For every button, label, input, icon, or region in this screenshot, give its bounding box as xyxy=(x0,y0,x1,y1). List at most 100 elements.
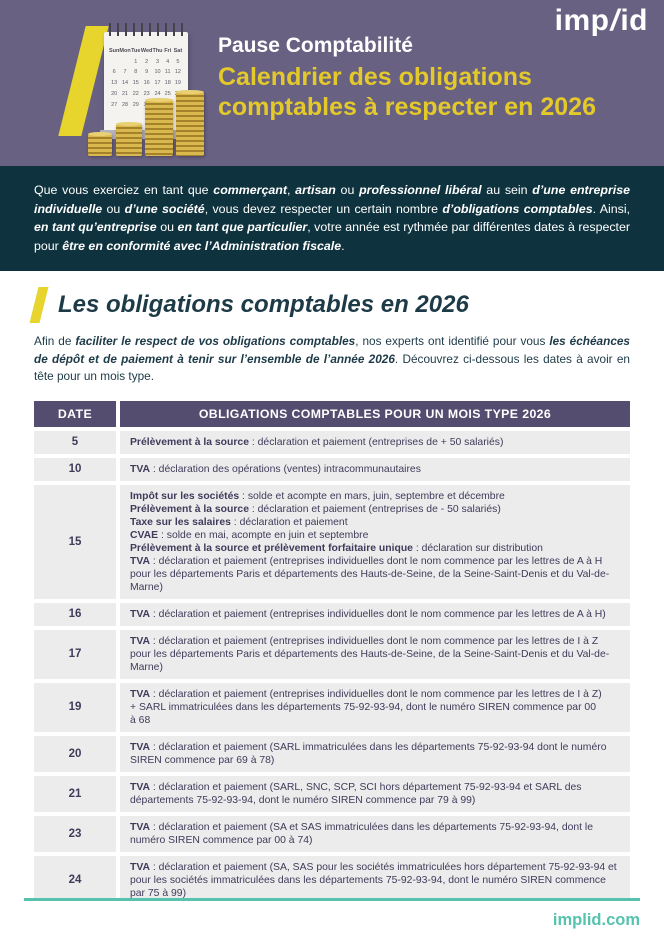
section-title: Les obligations comptables en 2026 xyxy=(58,291,469,319)
date-cell: 15 xyxy=(34,484,116,599)
emphasized-text: être en conformité avec l’Administration… xyxy=(62,238,342,253)
table-body: 5 Prélèvement à la source : déclaration e… xyxy=(34,430,630,943)
calendar-day: 24 xyxy=(154,90,161,97)
table-row: 10 TVA : déclaration des opérations (vent… xyxy=(34,457,630,481)
emphasized-text: les échéances de dépôt et de paiement à … xyxy=(34,334,630,366)
emphasized-text: TVA xyxy=(130,635,151,647)
text: : déclaration et paiement (entreprises d… xyxy=(248,503,501,515)
table-row: 5 Prélèvement à la source : déclaration e… xyxy=(34,430,630,454)
intro-text: Que vous exerciez en tant que commerçant… xyxy=(34,181,630,255)
obligation-cell: TVA : déclaration des opérations (ventes… xyxy=(116,457,630,481)
calendar-spiral-icon xyxy=(109,23,183,36)
calendar-day: 11 xyxy=(164,69,171,76)
calendar-day: 9 xyxy=(145,69,149,76)
obligation-line: + SARL immatriculées dans les départemen… xyxy=(130,701,620,714)
emphasized-text: en tant qu’entreprise xyxy=(34,220,157,235)
obligation-cell: TVA : déclaration et paiement (entrepris… xyxy=(116,682,630,732)
text: : déclaration et paiement (SA, SAS pour … xyxy=(130,861,617,899)
emphasized-text: TVA xyxy=(130,555,151,567)
obligation-line: TVA : déclaration et paiement (entrepris… xyxy=(130,688,620,701)
section-header: Les obligations comptables en 2026 xyxy=(29,287,630,324)
calendar-day: 12 xyxy=(174,69,181,76)
text: : solde en mai, acompte en juin et septe… xyxy=(158,529,369,541)
obligation-line: Prélèvement à la source et prélèvement f… xyxy=(130,542,620,555)
title-line-2: comptables à respecter en 2026 xyxy=(218,93,596,121)
logo-text: imp xyxy=(554,4,610,37)
header-banner: Sun Mon Tue Wed Thu Fri Sat 1 2 3 4 5 6 7 8 9 10 11 12 13 14… xyxy=(0,0,664,166)
calendar-day-header: Tue xyxy=(131,48,141,54)
text: ou xyxy=(335,183,360,197)
obligation-line: Prélèvement à la source : déclaration et… xyxy=(130,436,620,449)
calendar-day-header: Sat xyxy=(173,48,183,54)
calendar-day: 10 xyxy=(154,69,161,76)
text: , votre année est rythmée par différente… xyxy=(34,220,631,253)
implid-logo: imp/id xyxy=(555,4,648,38)
obligation-cell: TVA : déclaration et paiement (entrepris… xyxy=(116,602,630,626)
document-title: Calendrier des obligations comptables à r… xyxy=(218,62,596,122)
emphasized-text: d’obligations comptables xyxy=(442,201,593,216)
calendar-day: 27 xyxy=(111,101,118,108)
table-row: 16 TVA : déclaration et paiement (entrepr… xyxy=(34,602,630,626)
calendar-day: 28 xyxy=(121,101,129,108)
date-cell: 23 xyxy=(34,815,116,852)
emphasized-text: Prélèvement à la source et prélèvement f… xyxy=(130,542,413,554)
text: Que vous exerciez en tant que xyxy=(34,183,214,197)
emphasized-text: en tant que particulier xyxy=(177,220,308,235)
calendar-day: 19 xyxy=(174,80,181,87)
date-cell: 24 xyxy=(34,855,116,905)
date-column-header: DATE xyxy=(34,400,116,427)
calendar-grid: Sun Mon Tue Wed Thu Fri Sat 1 2 3 4 5 6 7 8 9 10 11 12 13 14… xyxy=(104,32,188,112)
obligation-line: Impôt sur les sociétés : solde et acompt… xyxy=(130,490,620,503)
obligation-line: TVA : déclaration et paiement (SA, SAS p… xyxy=(130,861,620,900)
obligation-line: TVA : déclaration des opérations (ventes… xyxy=(130,463,620,476)
emphasized-text: TVA xyxy=(130,741,151,753)
obligation-line: Prélèvement à la source : déclaration et… xyxy=(130,503,620,516)
table-row: 23 TVA : déclaration et paiement (SA et S… xyxy=(34,815,630,852)
coin-stack-icon xyxy=(176,90,204,156)
calendar-day: 17 xyxy=(154,80,161,87)
text: : déclaration et paiement (entreprises i… xyxy=(150,688,602,700)
text: : déclaration sur distribution xyxy=(412,542,543,554)
emphasized-text: TVA xyxy=(130,463,151,475)
text: au sein xyxy=(481,183,533,197)
text: . xyxy=(341,238,345,253)
calendar-day: 5 xyxy=(176,58,180,65)
calendar-day: 22 xyxy=(132,90,139,97)
text: , nos experts ont identifié pour vous xyxy=(355,334,550,349)
table-row: 17 TVA : déclaration et paiement (entrepr… xyxy=(34,629,630,679)
obligation-line: Taxe sur les salaires : déclaration et p… xyxy=(130,516,620,529)
title-line-1: Calendrier des obligations xyxy=(218,63,532,91)
desk-calendar-illustration: Sun Mon Tue Wed Thu Fri Sat 1 2 3 4 5 6 7 8 9 10 11 12 13 14… xyxy=(104,23,188,132)
emphasized-text: professionnel libéral xyxy=(359,183,482,197)
text: . Découvrez ci-dessous les dates à avoir… xyxy=(34,351,630,383)
calendar-day: 23 xyxy=(143,90,150,97)
footer-site-link[interactable]: implid.com xyxy=(552,911,640,929)
calendar-day: 8 xyxy=(134,69,138,76)
date-cell: 21 xyxy=(34,775,116,812)
table-row: 19 TVA : déclaration et paiement (entrepr… xyxy=(34,682,630,732)
text: : déclaration et paiement (entreprises i… xyxy=(130,555,610,593)
calendar-day: 6 xyxy=(112,69,116,76)
date-cell: 16 xyxy=(34,602,116,626)
calendar-day-header: Mon xyxy=(119,48,131,54)
calendar-day xyxy=(109,57,119,68)
text: : déclaration et paiement (SARL, SNC, SC… xyxy=(130,781,582,806)
text: : déclaration des opérations (ventes) in… xyxy=(150,463,421,475)
emphasized-text: Taxe sur les salaires xyxy=(130,516,231,528)
emphasized-text: d’une société xyxy=(124,201,205,216)
text: + SARL immatriculées dans les départemen… xyxy=(130,701,596,713)
calendar-day: 29 xyxy=(132,101,139,108)
date-cell: 20 xyxy=(34,735,116,772)
calendar-day: 7 xyxy=(123,69,127,76)
emphasized-text: Prélèvement à la source xyxy=(130,503,249,515)
emphasized-text: TVA xyxy=(130,781,151,793)
calendar-day: 14 xyxy=(121,80,129,87)
obligation-cell: TVA : déclaration et paiement (SARL, SNC… xyxy=(116,775,630,812)
text: : déclaration et paiement (entreprises i… xyxy=(130,635,610,673)
calendar-day-header: Fri xyxy=(164,48,172,54)
table-row: 24 TVA : déclaration et paiement (SA, SAS… xyxy=(34,855,630,905)
obligation-cell: TVA : déclaration et paiement (entrepris… xyxy=(116,629,630,679)
text: ou xyxy=(156,220,178,235)
text: Afin de xyxy=(34,334,76,349)
